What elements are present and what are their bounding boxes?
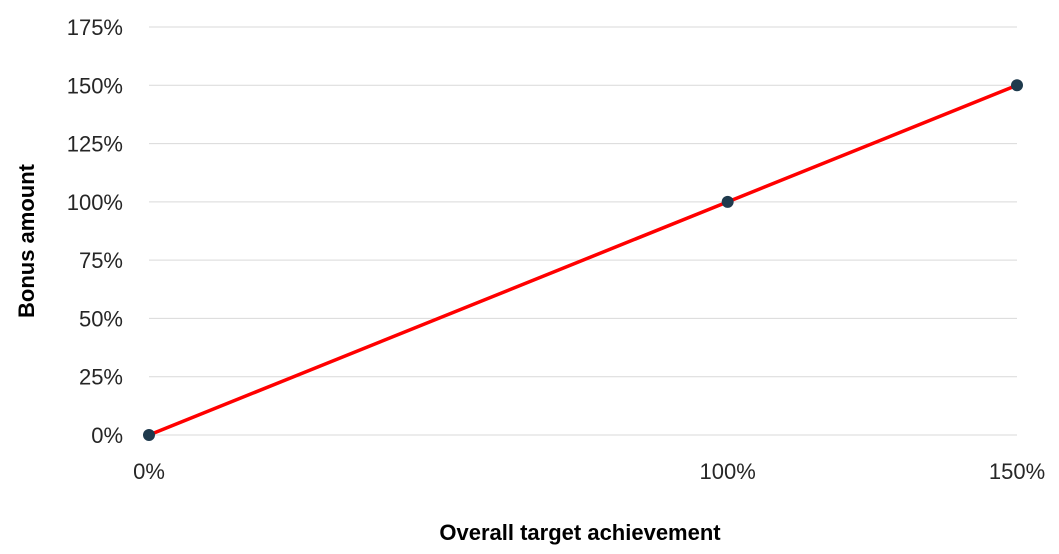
data-point [143, 429, 155, 441]
series-layer [143, 79, 1023, 441]
y-tick-label: 0% [91, 423, 123, 448]
y-tick-label: 50% [79, 306, 123, 331]
y-axis-title: Bonus amount [14, 163, 39, 318]
x-tick-label: 100% [700, 459, 756, 484]
y-axis-ticks: 0% 25% 50% 75% 100% 125% 150% 175% [67, 15, 123, 448]
y-tick-label: 75% [79, 248, 123, 273]
gridlines [149, 26, 1017, 436]
x-axis-ticks: 0% 100% 150% [133, 459, 1045, 484]
x-axis-title: Overall target achievement [439, 520, 721, 545]
y-tick-label: 100% [67, 190, 123, 215]
y-tick-label: 125% [67, 132, 123, 157]
y-tick-label: 175% [67, 15, 123, 40]
y-tick-label: 25% [79, 365, 123, 390]
data-point [721, 195, 734, 208]
y-tick-label: 150% [67, 73, 123, 98]
x-tick-label: 0% [133, 459, 165, 484]
x-tick-label: 150% [989, 459, 1045, 484]
data-point [1011, 79, 1023, 92]
